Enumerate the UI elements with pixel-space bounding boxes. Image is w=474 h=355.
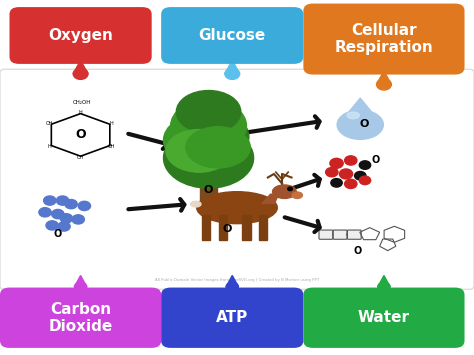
Polygon shape (341, 98, 380, 122)
Ellipse shape (186, 127, 250, 168)
Text: O: O (54, 229, 62, 239)
Circle shape (78, 201, 91, 211)
Polygon shape (378, 275, 390, 287)
Ellipse shape (197, 192, 277, 224)
Circle shape (226, 282, 238, 291)
Circle shape (73, 68, 88, 80)
Text: H: H (48, 144, 52, 149)
FancyBboxPatch shape (9, 7, 152, 64)
Circle shape (44, 196, 56, 205)
FancyBboxPatch shape (161, 7, 303, 64)
Polygon shape (74, 275, 87, 287)
Circle shape (72, 215, 84, 224)
Circle shape (39, 208, 51, 217)
Circle shape (339, 169, 353, 179)
Circle shape (74, 282, 87, 291)
Circle shape (330, 158, 343, 168)
Bar (219, 215, 227, 240)
Text: Oxygen: Oxygen (48, 28, 113, 43)
Circle shape (58, 222, 70, 231)
Ellipse shape (176, 91, 241, 133)
FancyBboxPatch shape (161, 288, 303, 348)
Ellipse shape (191, 201, 201, 207)
Text: OH: OH (46, 121, 54, 126)
Circle shape (46, 221, 58, 230)
Ellipse shape (166, 130, 232, 172)
Circle shape (376, 79, 392, 90)
Circle shape (60, 214, 73, 223)
Circle shape (225, 68, 240, 80)
Polygon shape (226, 275, 238, 287)
Circle shape (326, 168, 338, 177)
Text: Cellular
Respiration: Cellular Respiration (335, 23, 433, 55)
Text: O: O (223, 224, 232, 234)
Text: Glucose: Glucose (199, 28, 266, 43)
Bar (259, 215, 267, 240)
Ellipse shape (164, 128, 254, 188)
Circle shape (288, 187, 292, 191)
FancyBboxPatch shape (303, 4, 465, 75)
Circle shape (331, 179, 342, 187)
Text: Carbon
Dioxide: Carbon Dioxide (48, 301, 113, 334)
Circle shape (355, 171, 366, 180)
Circle shape (345, 156, 357, 165)
FancyBboxPatch shape (347, 230, 361, 239)
Bar (202, 215, 210, 240)
Text: CH₂OH: CH₂OH (73, 100, 91, 105)
Bar (242, 215, 251, 240)
Polygon shape (225, 60, 240, 74)
Ellipse shape (164, 114, 244, 167)
Circle shape (378, 282, 390, 291)
Circle shape (52, 209, 64, 219)
FancyBboxPatch shape (333, 230, 347, 239)
Circle shape (345, 179, 357, 189)
Text: O: O (359, 119, 368, 129)
FancyBboxPatch shape (319, 230, 333, 239)
Circle shape (65, 200, 77, 209)
Text: OH: OH (77, 155, 84, 160)
Ellipse shape (337, 110, 383, 139)
Text: H: H (109, 121, 113, 126)
Ellipse shape (171, 99, 246, 153)
Ellipse shape (347, 112, 359, 119)
Polygon shape (261, 193, 280, 204)
Text: O: O (204, 185, 213, 195)
FancyBboxPatch shape (0, 288, 161, 348)
Bar (200, 174, 217, 209)
Text: O: O (75, 129, 86, 141)
Text: O: O (354, 246, 362, 256)
FancyBboxPatch shape (0, 69, 474, 289)
Ellipse shape (178, 112, 249, 162)
Polygon shape (73, 60, 88, 74)
Ellipse shape (292, 192, 302, 198)
Text: All Public Domain Vector Images from FreeSVG.org | Created by B Morton using PPT: All Public Domain Vector Images from Fre… (155, 278, 319, 282)
Text: ATP: ATP (216, 310, 248, 325)
Text: O: O (371, 155, 380, 165)
Text: Water: Water (358, 310, 410, 325)
Ellipse shape (273, 185, 296, 198)
Text: H: H (79, 110, 82, 115)
Polygon shape (376, 71, 392, 84)
Circle shape (56, 196, 69, 205)
Circle shape (359, 161, 371, 169)
Text: OH: OH (108, 144, 115, 149)
FancyBboxPatch shape (303, 288, 465, 348)
Circle shape (359, 176, 371, 185)
